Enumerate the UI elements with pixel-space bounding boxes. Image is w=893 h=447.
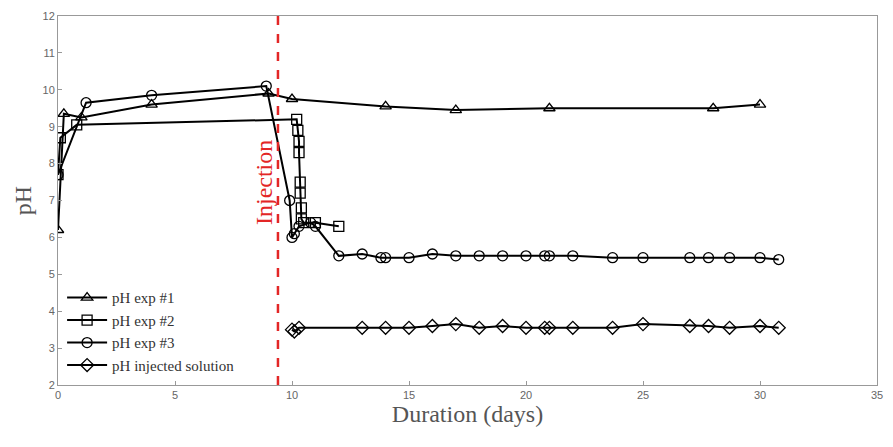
- svg-text:11: 11: [43, 47, 54, 59]
- svg-text:pH exp #1: pH exp #1: [112, 290, 175, 306]
- svg-text:pH injected solution: pH injected solution: [112, 358, 234, 374]
- svg-text:35: 35: [871, 389, 883, 401]
- svg-text:7: 7: [49, 194, 55, 206]
- svg-text:30: 30: [754, 389, 766, 401]
- svg-text:10: 10: [286, 389, 298, 401]
- svg-text:15: 15: [403, 389, 415, 401]
- svg-text:Duration (days): Duration (days): [392, 401, 543, 427]
- svg-text:pH: pH: [10, 186, 36, 215]
- svg-text:9: 9: [49, 121, 55, 133]
- svg-text:4: 4: [49, 305, 55, 317]
- svg-text:25: 25: [637, 389, 649, 401]
- svg-text:5: 5: [49, 268, 55, 280]
- svg-text:pH exp #3: pH exp #3: [112, 335, 175, 351]
- svg-text:3: 3: [49, 342, 55, 354]
- svg-text:12: 12: [43, 10, 55, 22]
- svg-text:10: 10: [43, 84, 55, 96]
- svg-text:2: 2: [49, 379, 55, 391]
- svg-text:6: 6: [49, 231, 55, 243]
- svg-text:pH exp #2: pH exp #2: [112, 313, 175, 329]
- svg-text:Injection: Injection: [251, 140, 277, 225]
- svg-text:5: 5: [172, 389, 178, 401]
- svg-text:8: 8: [49, 157, 55, 169]
- svg-text:0: 0: [55, 389, 61, 401]
- svg-text:20: 20: [520, 389, 532, 401]
